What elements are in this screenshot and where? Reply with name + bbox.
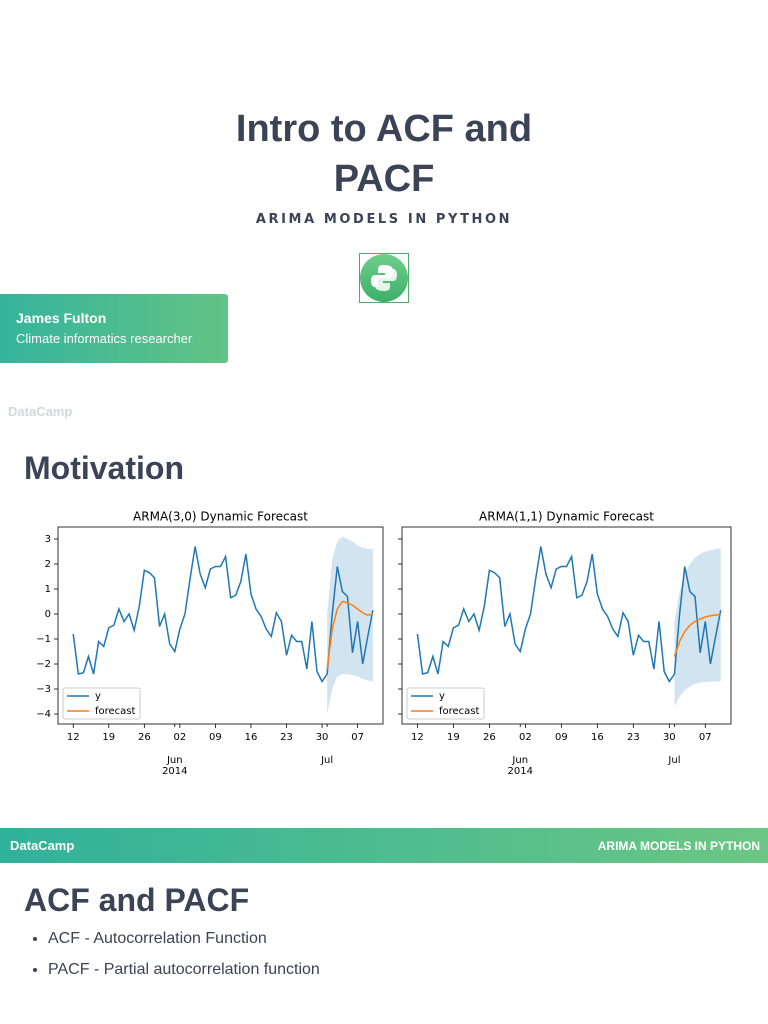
slide-heading: Motivation	[24, 450, 184, 486]
x-tick-label: 16	[245, 732, 258, 743]
chart-title: ARMA(3,0) Dynamic Forecast	[133, 510, 308, 524]
series-line	[416, 546, 722, 683]
x-tick-label: 09	[209, 732, 222, 743]
x-major-sublabel: 2014	[162, 766, 187, 777]
x-tick-label: 26	[138, 732, 151, 743]
x-tick-label: 19	[102, 732, 115, 743]
x-tick-label: 07	[351, 732, 364, 743]
y-tick-label: −1	[36, 634, 51, 645]
plot-frame	[401, 526, 732, 725]
chart: ARMA(3,0) Dynamic Forecast−4−3−2−1012312…	[36, 510, 384, 777]
bullet-list: ACF - Autocorrelation Function PACF - Pa…	[24, 930, 320, 992]
plot-frame	[57, 526, 384, 725]
y-tick-label: 1	[45, 584, 51, 595]
series-line	[326, 600, 374, 670]
x-tick-label: 02	[174, 732, 187, 743]
y-tick-label: −3	[36, 684, 51, 695]
series-line	[673, 613, 721, 657]
x-tick-label: 16	[591, 732, 604, 743]
y-tick-label: 2	[45, 559, 51, 570]
x-tick-label: 30	[663, 732, 676, 743]
y-tick-label: −4	[36, 709, 51, 720]
x-tick-label: 26	[483, 732, 496, 743]
subtitle: ARIMA MODELS IN PYTHON	[255, 212, 513, 227]
x-tick-label: 07	[699, 732, 712, 743]
footer-bar: DataCamp ARIMA MODELS IN PYTHON	[0, 828, 768, 863]
legend-label: forecast	[439, 706, 480, 717]
title: Intro to ACF and PACF	[235, 108, 533, 200]
bullet: ACF - Autocorrelation Function	[48, 930, 320, 948]
chart-title: ARMA(1,1) Dynamic Forecast	[479, 510, 654, 524]
y-tick-label: −2	[36, 659, 51, 670]
author-box: James Fulton Climate informatics researc…	[0, 294, 228, 363]
x-major-label: Jun	[166, 755, 183, 766]
y-tick-label: 3	[45, 534, 51, 545]
bullet: PACF - Partial autocorrelation function	[48, 961, 320, 979]
python-logo	[359, 253, 409, 303]
slide-heading: ACF and PACF	[24, 882, 250, 918]
x-major-label: Jun	[511, 755, 528, 766]
footer-course: ARIMA MODELS IN PYTHON	[597, 839, 760, 853]
author-role: Climate informatics researcher	[16, 331, 193, 346]
footer-brand: DataCamp	[10, 838, 75, 853]
legend-label: y	[95, 691, 101, 702]
x-tick-label: 02	[519, 732, 532, 743]
x-major-sublabel: 2014	[508, 766, 533, 777]
chart: ARMA(1,1) Dynamic Forecast 12 19 26 02 09 16 23…	[398, 510, 732, 777]
x-tick-label: 12	[411, 732, 424, 743]
legend-label: forecast	[95, 706, 136, 717]
author-name: James Fulton	[16, 310, 107, 326]
x-tick-label: 23	[627, 732, 640, 743]
x-major-label: Jul	[320, 755, 333, 766]
x-tick-label: 30	[316, 732, 329, 743]
y-tick-label: 0	[45, 609, 51, 620]
x-tick-label: 19	[447, 732, 460, 743]
x-major-label: Jul	[667, 755, 680, 766]
legend-label: y	[439, 691, 445, 702]
series-line	[72, 546, 374, 683]
x-tick-label: 09	[555, 732, 568, 743]
x-tick-label: 12	[67, 732, 80, 743]
x-tick-label: 23	[280, 732, 293, 743]
watermark: DataCamp	[8, 404, 73, 419]
